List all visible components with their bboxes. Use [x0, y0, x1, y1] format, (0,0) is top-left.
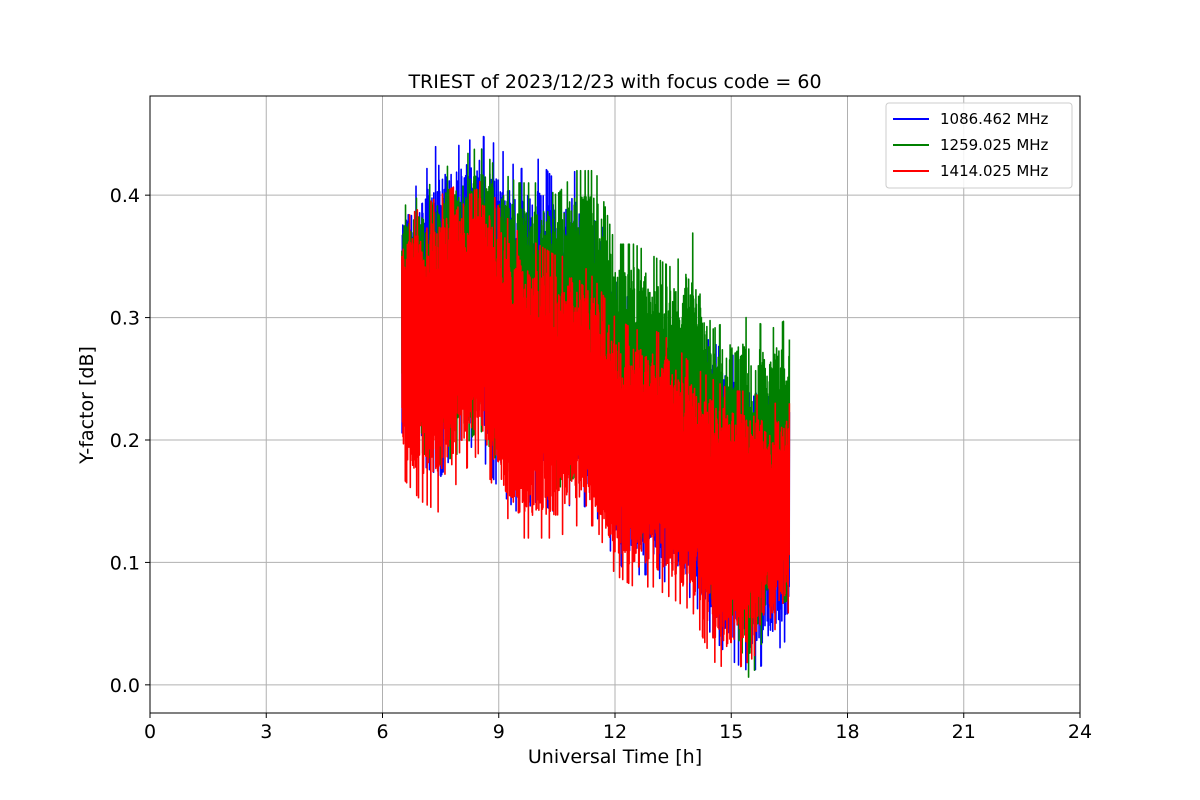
series-layer	[401, 135, 791, 678]
x-tick-label: 15	[719, 721, 743, 743]
x-tick-label: 0	[144, 721, 156, 743]
x-tick-label: 12	[603, 721, 627, 743]
plot-area	[149, 95, 1081, 714]
x-tick-label: 21	[952, 721, 976, 743]
x-tick-label: 24	[1068, 721, 1092, 743]
legend-label: 1259.025 MHz	[940, 136, 1049, 154]
legend-label: 1086.462 MHz	[940, 110, 1049, 128]
x-axis-label: Universal Time [h]	[528, 746, 702, 768]
series-line-3	[401, 180, 791, 668]
x-tick-label: 3	[260, 721, 272, 743]
x-tick-label: 6	[376, 721, 388, 743]
legend-label: 1414.025 MHz	[940, 162, 1049, 180]
y-tick-label: 0.4	[110, 185, 140, 207]
y-tick-label: 0.2	[110, 430, 140, 452]
legend: 1086.462 MHz 1259.025 MHz 1414.025 MHz	[885, 102, 1073, 189]
x-tick-label: 18	[835, 721, 859, 743]
x-tick-label: 9	[493, 721, 505, 743]
y-tick-label: 0.0	[110, 675, 140, 697]
y-axis-ticks: 0.0 0.1 0.2 0.3 0.4	[110, 185, 150, 697]
y-tick-label: 0.3	[110, 308, 140, 330]
chart-title: TRIEST of 2023/12/23 with focus code = 6…	[407, 71, 821, 93]
y-tick-label: 0.1	[110, 552, 140, 574]
y-axis-label: Y-factor [dB]	[76, 346, 98, 465]
x-axis-ticks: 0 3 6 9 12 15 18 21 24	[144, 713, 1092, 743]
legend-box	[885, 102, 1073, 189]
